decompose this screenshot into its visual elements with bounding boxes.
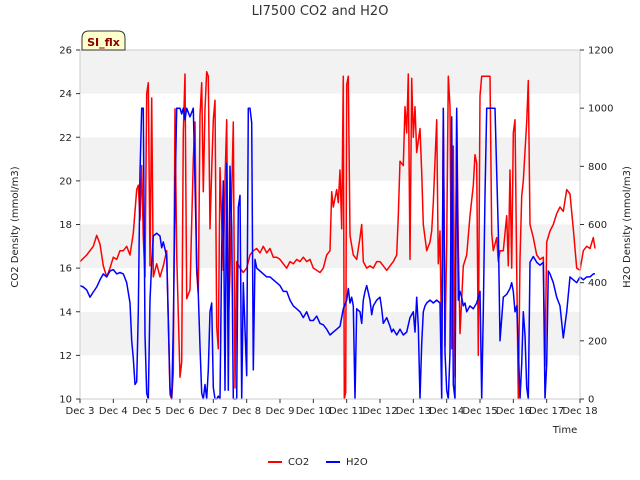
legend: CO2 H2O [268, 457, 368, 468]
y-left-tick-label: 22 [59, 133, 72, 144]
y-left-tick-label: 24 [59, 89, 72, 100]
x-tick-label: Dec 9 [266, 406, 295, 417]
y-left-tick-label: 14 [59, 307, 72, 318]
y-axis-right-label: H2O Density (mmol/m3) [622, 166, 633, 288]
grid-bands [80, 50, 580, 399]
badge-box [81, 30, 126, 51]
x-tick-label: Dec 17 [529, 406, 564, 417]
x-tick-label: Dec 11 [329, 406, 364, 417]
y-left-tick-label: 10 [59, 395, 72, 406]
legend-label-co2: CO2 [288, 457, 309, 468]
grid-band [80, 137, 580, 181]
x-tick-label: Dec 16 [496, 406, 531, 417]
legend-label-h2o: H2O [346, 457, 368, 468]
tick-layer: Dec 3 Dec 4 Dec 5 Dec 6 Dec 7 Dec 8 Dec 9 Dec 1… [59, 46, 613, 418]
grid-band [80, 93, 580, 138]
x-tick-label: Dec 13 [396, 406, 431, 417]
y-right-tick-label: 600 [588, 220, 607, 231]
y-right-tick-label: 200 [588, 336, 607, 347]
y-left-tick-label: 12 [59, 351, 72, 362]
x-tick-label: Dec 15 [462, 406, 497, 417]
x-tick-label: Dec 4 [99, 406, 128, 417]
x-tick-label: Dec 6 [166, 406, 195, 417]
y-left-tick-label: 26 [59, 46, 72, 57]
x-tick-label: Dec 7 [199, 406, 228, 417]
y-right-tick-label: 800 [588, 162, 607, 173]
y-left-tick-label: 20 [59, 176, 72, 187]
x-tick-label: Dec 18 [562, 406, 597, 417]
y-left-tick-label: 16 [59, 264, 72, 275]
badge-text: SI_flx [87, 36, 120, 49]
grid-band [80, 50, 580, 94]
series-layer [79, 71, 596, 400]
x-axis-label: Time [552, 425, 577, 436]
y-left-tick-label: 18 [59, 220, 72, 231]
series-line-co2 [79, 71, 596, 400]
x-tick-label: Dec 8 [232, 406, 261, 417]
x-tick-label: Dec 3 [66, 406, 95, 417]
x-tick-label: Dec 5 [132, 406, 161, 417]
x-tick-label: Dec 12 [362, 406, 397, 417]
y-axis-left-label: CO2 Density (mmol/m3) [10, 166, 21, 287]
chart-title: LI7500 CO2 and H2O [252, 4, 389, 19]
x-tick-label: Dec 14 [429, 406, 464, 417]
badge: SI_flx [81, 30, 126, 51]
y-right-tick-label: 400 [588, 278, 607, 289]
y-right-tick-label: 1200 [588, 46, 613, 57]
y-right-tick-label: 0 [588, 395, 594, 406]
grid-band [80, 180, 580, 225]
grid-band [80, 355, 580, 399]
series-line-h2o [79, 107, 595, 400]
y-right-tick-label: 1000 [588, 104, 613, 115]
grid-band [80, 268, 580, 312]
x-tick-label: Dec 10 [296, 406, 331, 417]
